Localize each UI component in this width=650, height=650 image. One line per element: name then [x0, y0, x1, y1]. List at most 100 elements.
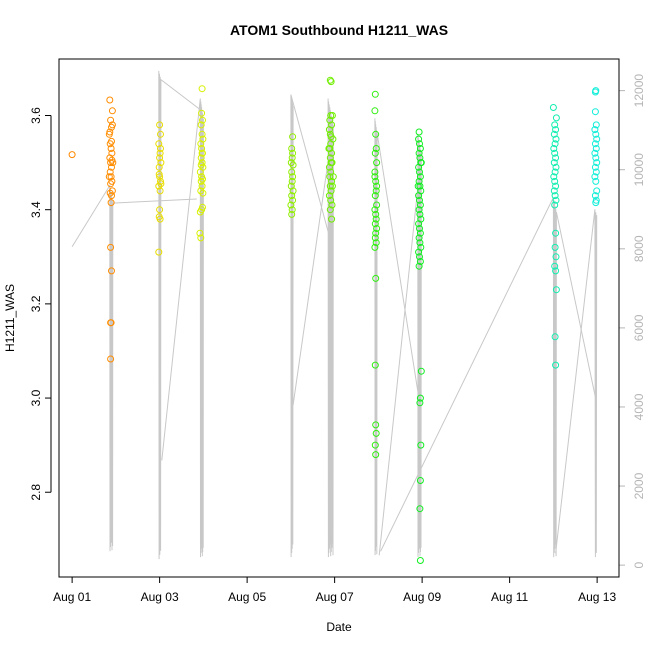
- data-point-s6-14: [371, 220, 379, 228]
- y-tick-label: 3.2: [29, 295, 43, 312]
- data-point-s9-13: [591, 173, 599, 181]
- data-point-s4-7: [288, 177, 296, 185]
- data-point-s3-7: [198, 145, 206, 152]
- data-point-s5-11: [326, 154, 334, 162]
- x-tick-label: Aug 05: [228, 590, 266, 604]
- y2-tick-label: 2000: [632, 472, 646, 499]
- data-point-s4-6: [289, 173, 297, 181]
- data-point-s4-0: [288, 145, 296, 152]
- data-point-s5-0: [326, 76, 334, 84]
- data-point-s7-35: [416, 557, 424, 564]
- data-point-s7-17: [416, 210, 424, 218]
- data-point-s6-26: [373, 182, 381, 190]
- data-point-s5-27: [329, 173, 337, 181]
- data-point-s6-4: [371, 149, 379, 157]
- data-point-s5-1: [327, 78, 335, 86]
- data-point-s4-5: [288, 168, 296, 176]
- data-point-s3-6: [197, 140, 205, 148]
- data-point-s6-7: [372, 177, 380, 185]
- data-point-s8-27: [552, 114, 560, 122]
- data-point-s7-27: [416, 258, 424, 265]
- data-point-s1-22: [108, 267, 115, 275]
- data-point-s2-5: [155, 163, 163, 171]
- data-point-s2-8: [155, 182, 163, 190]
- data-point-s2-13: [155, 248, 163, 256]
- data-point-s4-9: [289, 187, 297, 195]
- data-point-s1-24: [107, 319, 115, 327]
- x-tick-label: Aug 01: [53, 590, 91, 604]
- data-point-s7-34: [416, 505, 424, 513]
- data-point-s2-14: [157, 145, 164, 152]
- altitude-trace-6: [378, 134, 422, 558]
- data-point-s1-15: [105, 173, 113, 181]
- data-point-s5-16: [328, 177, 336, 185]
- data-point-s2-7: [157, 177, 164, 185]
- data-point-s6-0: [371, 90, 379, 98]
- data-point-s7-10: [415, 177, 423, 185]
- x-axis-label: Date: [326, 620, 352, 634]
- data-point-s8-0: [549, 104, 557, 111]
- data-point-s3-3: [197, 121, 205, 129]
- data-point-s7-9: [416, 173, 424, 181]
- data-point-s2-3: [156, 149, 164, 157]
- data-point-s2-17: [157, 180, 165, 188]
- data-point-s8-26: [552, 361, 560, 369]
- data-point-s1-26: [108, 121, 116, 129]
- data-point-s7-5: [416, 154, 424, 162]
- data-point-s4-8: [287, 182, 295, 190]
- data-point-s9-9: [592, 154, 600, 162]
- data-point-s8-5: [551, 140, 559, 148]
- data-point-s7-21: [416, 229, 424, 237]
- data-point-s3-17: [197, 187, 205, 195]
- data-point-s1-4: [108, 107, 116, 115]
- data-point-s2-1: [157, 130, 164, 138]
- y2-tick-label: 8000: [632, 235, 646, 262]
- data-point-s5-15: [326, 173, 334, 181]
- data-point-s6-21: [371, 361, 379, 369]
- data-point-s1-29: [108, 156, 116, 164]
- data-point-s8-3: [550, 130, 558, 138]
- data-point-s6-6: [371, 168, 379, 176]
- data-point-s1-19: [106, 189, 114, 197]
- chart-title: ATOM1 Southbound H1211_WAS: [230, 22, 448, 38]
- data-point-s3-23: [197, 234, 205, 242]
- data-point-s9-4: [592, 130, 600, 138]
- data-point-s6-19: [371, 243, 379, 251]
- data-point-s0-0: [68, 151, 76, 159]
- data-points-layer: [68, 76, 601, 564]
- data-point-s8-14: [552, 182, 560, 190]
- data-point-s9-6: [591, 140, 599, 148]
- x-tick-label: Aug 09: [403, 590, 441, 604]
- data-point-s3-9: [197, 154, 205, 162]
- data-point-s2-9: [156, 187, 164, 195]
- data-point-s5-26: [328, 159, 336, 167]
- data-point-s9-8: [591, 149, 599, 157]
- data-point-s7-15: [416, 201, 424, 209]
- data-point-s1-10: [108, 163, 115, 171]
- x-tick-label: Aug 11: [491, 590, 528, 604]
- data-point-s5-18: [327, 187, 335, 195]
- data-point-s8-18: [551, 201, 559, 209]
- y-tick-label: 2.8: [29, 484, 43, 501]
- data-point-s7-22: [415, 234, 423, 242]
- altitude-trace-3: [290, 94, 329, 558]
- data-point-s9-11: [591, 163, 599, 171]
- data-point-s5-28: [325, 145, 333, 152]
- data-point-s5-22: [326, 206, 334, 214]
- data-point-s5-24: [328, 112, 336, 119]
- data-point-s6-17: [371, 234, 379, 242]
- data-point-s7-0: [415, 128, 423, 136]
- data-point-s3-4: [198, 130, 206, 138]
- data-point-s6-23: [372, 429, 380, 437]
- data-point-s9-18: [592, 199, 600, 207]
- data-point-s5-20: [327, 196, 335, 204]
- data-point-s7-23: [416, 239, 424, 247]
- x-tick-label: Aug 03: [141, 590, 179, 604]
- y-tick-label: 3.4: [29, 201, 43, 218]
- data-point-s8-1: [551, 121, 559, 129]
- data-point-s2-15: [156, 154, 164, 162]
- data-point-s1-20: [107, 199, 115, 207]
- data-point-s7-2: [416, 140, 423, 148]
- data-point-s7-33: [416, 477, 424, 484]
